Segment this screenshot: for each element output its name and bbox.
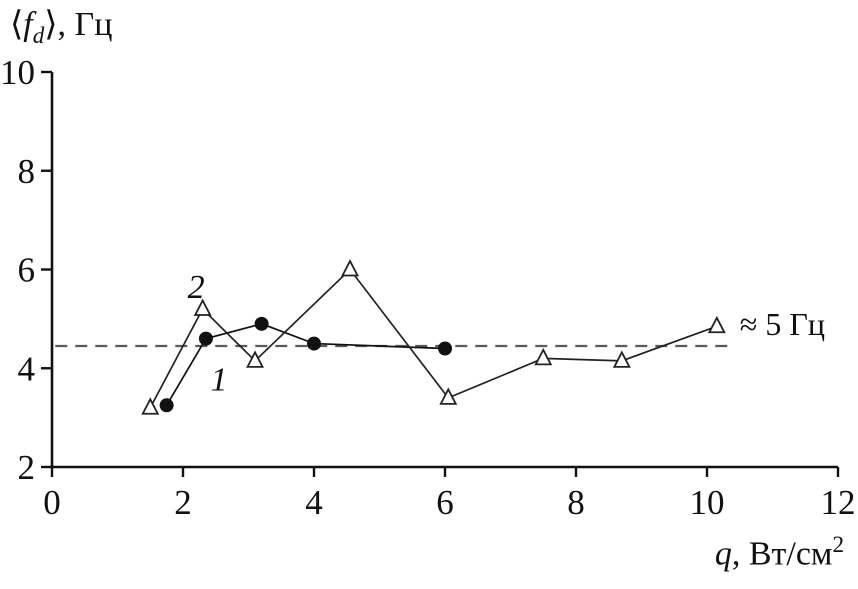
curve-label-2: 2 [188, 269, 205, 306]
series-2-marker-triangle [439, 387, 458, 405]
y-axis-subscript: d [32, 22, 45, 49]
x-tick-label: 0 [43, 483, 61, 522]
series-2-marker-triangle [246, 350, 265, 368]
series-2-marker-triangle [141, 397, 160, 415]
x-axis-superscript: 2 [832, 532, 844, 558]
series-1-marker-circle [254, 316, 269, 331]
x-tick-label: 10 [690, 483, 725, 522]
x-tick-label: 8 [567, 483, 585, 522]
series-2-marker-triangle [341, 259, 360, 277]
y-axis-unit: ⟩, Гц [44, 6, 113, 43]
y-axis-title: ⟨fd⟩, Гц [10, 4, 112, 50]
y-tick-label: 8 [18, 152, 36, 191]
y-axis-variable: f [23, 6, 33, 43]
series-2-marker-triangle [193, 298, 212, 316]
x-axis-unit: , Вт/см [731, 535, 833, 573]
y-tick-label: 2 [18, 448, 36, 487]
x-axis-title: q, Вт/см2 [715, 532, 844, 573]
x-tick-label: 12 [821, 483, 856, 522]
x-tick-label: 2 [174, 483, 192, 522]
y-tick-label: 4 [18, 349, 36, 388]
ref-line-label: ≈ 5 Гц [740, 306, 825, 342]
y-tick-label: 6 [18, 251, 36, 290]
y-tick-label: 10 [0, 53, 35, 92]
x-axis-variable: q [714, 535, 732, 573]
x-tick-label: 6 [436, 483, 454, 522]
series-2-marker-triangle [707, 315, 726, 334]
series-1-marker-circle [307, 336, 321, 351]
series-1-marker-circle [198, 331, 213, 346]
series-1-marker-circle [438, 341, 452, 356]
series-2-marker-triangle [534, 347, 553, 366]
series-1-marker-circle [159, 398, 174, 413]
series-2-line [149, 268, 718, 409]
curve-label-1: 1 [211, 361, 228, 398]
series-2-marker-triangle [612, 350, 631, 368]
y-axis-title-bracket-open: ⟨ [10, 6, 24, 43]
x-tick-label: 4 [305, 483, 323, 522]
